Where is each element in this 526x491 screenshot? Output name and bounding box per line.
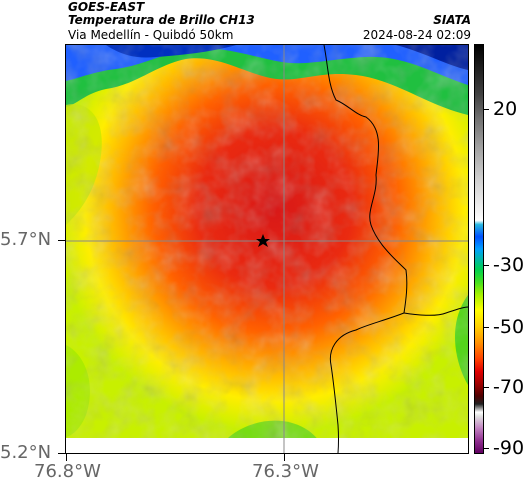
- colorbar-tick: [484, 327, 489, 328]
- colorbar-tick: [484, 387, 489, 388]
- texture-overlay: [66, 45, 468, 453]
- colorbar-tick: [484, 448, 489, 449]
- x-axis-label: 76.8°W: [34, 461, 101, 482]
- satellite-title: GOES-EAST: [68, 0, 145, 14]
- department-border-east: [403, 306, 468, 316]
- colorbar-label: -70: [493, 376, 525, 398]
- colorbar-label: -30: [493, 254, 525, 276]
- map-canvas: [66, 45, 468, 453]
- colorbar-label: -90: [493, 437, 525, 459]
- x-axis-label: 76.3°W: [252, 461, 319, 482]
- x-tick: [284, 454, 285, 461]
- y-axis-label: 5.2°N: [0, 442, 52, 463]
- colorbar: [474, 44, 484, 454]
- star-marker-icon: [256, 234, 270, 247]
- region-subtitle: Via Medellín - Quibdó 50km: [68, 28, 234, 42]
- no-data-strip: [66, 438, 468, 453]
- department-border: [323, 45, 408, 453]
- brightness-temperature-map: [65, 44, 469, 454]
- agency-label: SIATA: [433, 13, 471, 27]
- colorbar-label: 20: [493, 98, 518, 120]
- y-tick: [58, 453, 65, 454]
- y-tick: [58, 240, 65, 241]
- product-title: Temperatura de Brillo CH13: [68, 13, 255, 27]
- colorbar-label: -50: [493, 316, 525, 338]
- y-axis-label: 5.7°N: [0, 229, 52, 250]
- colorbar-tick: [484, 109, 489, 110]
- colorbar-tick: [484, 265, 489, 266]
- x-tick: [66, 454, 67, 461]
- timestamp-label: 2024-08-24 02:09: [362, 28, 471, 42]
